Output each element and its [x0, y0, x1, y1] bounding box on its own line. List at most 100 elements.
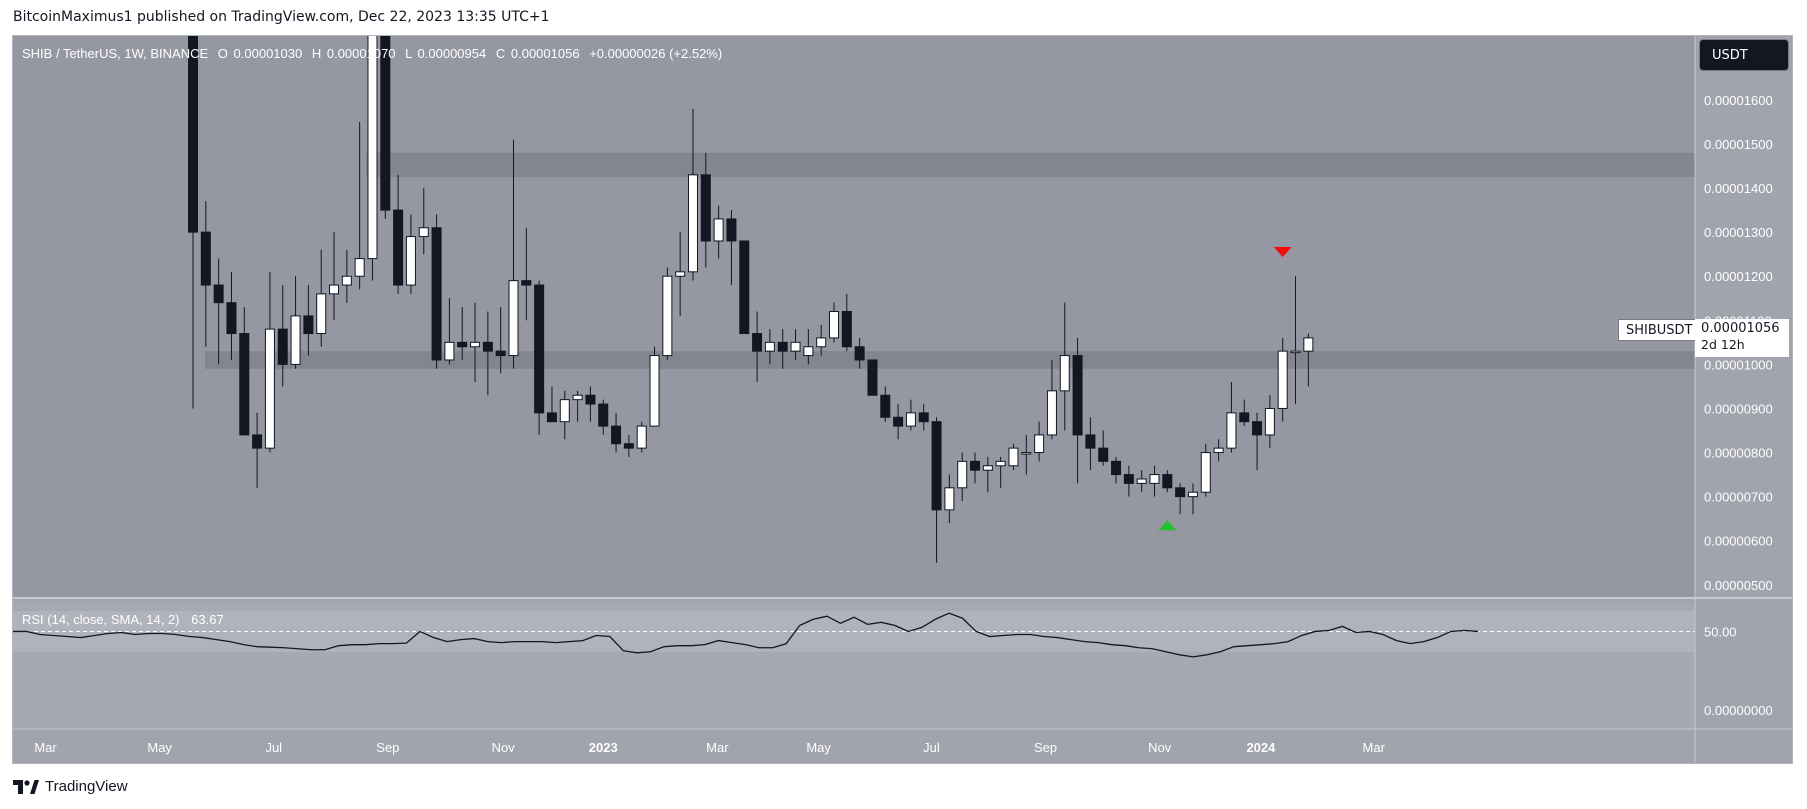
candle-body-up — [662, 275, 673, 357]
candle-body-up — [675, 271, 686, 277]
candle — [1303, 333, 1314, 387]
candle-body-up — [316, 293, 327, 335]
candle — [1149, 465, 1160, 497]
candle — [534, 280, 545, 435]
last-price-value: 0.00001056 — [1701, 321, 1780, 336]
candle-body-up — [816, 337, 827, 348]
candle — [790, 329, 801, 360]
candle-body-up — [1021, 452, 1032, 455]
candle — [444, 298, 455, 365]
time-axis-label: Mar — [34, 740, 57, 755]
candle — [739, 240, 750, 335]
candle — [1085, 417, 1096, 471]
candle-body-down — [598, 403, 609, 427]
candle — [354, 121, 365, 290]
candle-body-up — [649, 355, 660, 427]
candle-body-down — [931, 421, 942, 511]
rsi-legend-label: RSI (14, close, SMA, 14, 2) — [22, 612, 180, 627]
candles — [188, 36, 1314, 563]
candle — [1277, 337, 1288, 422]
candle — [598, 399, 609, 435]
candle — [329, 232, 340, 321]
candle — [944, 474, 955, 524]
candle-body-down — [277, 328, 288, 365]
candle — [649, 346, 660, 427]
candle-body-up — [354, 258, 365, 277]
candle — [1098, 430, 1109, 466]
currency-selector[interactable]: USDT — [1699, 39, 1789, 71]
ohlc-l-value: 0.00000954 — [418, 46, 487, 61]
candle-body-down — [893, 416, 904, 427]
candle — [816, 324, 827, 356]
tradingview-logo-icon — [13, 779, 39, 794]
candle — [482, 311, 493, 396]
candle-body-down — [739, 240, 750, 335]
price-axis-tick: 0.00001400 — [1704, 181, 1773, 196]
candle — [303, 285, 314, 356]
price-axis-tick: 0.00001500 — [1704, 137, 1773, 152]
candle-body-down — [457, 341, 468, 348]
zone-support — [205, 351, 1695, 369]
candle-body-down — [393, 209, 404, 286]
candle-body-down — [777, 341, 788, 352]
candle — [1175, 483, 1186, 515]
rsi-axis-label: 50.00 — [1704, 624, 1737, 639]
rsi-legend: RSI (14, close, SMA, 14, 2) 63.67 — [22, 612, 224, 627]
candle — [1226, 382, 1237, 453]
candle — [213, 258, 224, 365]
candle-body-up — [1187, 491, 1198, 498]
time-axis-label: Jul — [265, 740, 282, 755]
candle — [367, 36, 378, 281]
ohlc-o-label: O — [218, 46, 228, 61]
candle-body-up — [508, 280, 519, 357]
tradingview-logo[interactable]: TradingView — [13, 778, 128, 795]
bar-countdown: 2d 12h — [1701, 337, 1745, 352]
candle — [188, 36, 198, 409]
candle-body-up — [264, 328, 275, 449]
candle-body-down — [726, 218, 737, 242]
time-axis-label: Nov — [1148, 740, 1172, 755]
candle — [546, 386, 557, 423]
bullish-signal-arrow — [1158, 520, 1177, 531]
ohlc-h-value: 0.00001070 — [327, 46, 396, 61]
candle — [880, 386, 891, 422]
candle — [700, 152, 711, 268]
candle-body-up — [1046, 390, 1057, 436]
price-plot-area — [13, 36, 1695, 598]
candle — [893, 404, 904, 440]
time-axis-label: May — [147, 740, 172, 755]
candle — [931, 417, 942, 563]
candle-body-down — [1239, 412, 1250, 423]
candle — [1213, 439, 1224, 462]
candle-body-down — [226, 302, 237, 335]
candle — [585, 386, 596, 422]
candle-body-down — [1098, 447, 1109, 462]
time-axis-label: 2024 — [1246, 740, 1276, 755]
candle — [829, 302, 839, 343]
candle — [623, 434, 634, 457]
candle-body-up — [1149, 474, 1160, 484]
candle-body-up — [790, 341, 801, 352]
candle — [1162, 470, 1173, 493]
candle — [713, 205, 724, 259]
candle-body-down — [611, 425, 622, 445]
candle-body-down — [1175, 487, 1186, 498]
candle-body-down — [1111, 460, 1122, 476]
candle-body-up — [341, 275, 352, 286]
price-axis-tick: 0.00001200 — [1704, 269, 1773, 284]
candle — [1136, 470, 1147, 493]
candle — [1252, 412, 1263, 471]
candle-body-down — [918, 412, 929, 423]
ohlc-legend: SHIB / TetherUS, 1W, BINANCE O 0.0000103… — [22, 46, 722, 61]
candle — [803, 329, 814, 365]
time-axis-label: Sep — [1034, 740, 1057, 755]
candle-body-down — [482, 341, 493, 352]
candle-body-up — [687, 174, 698, 273]
candle-body-up — [944, 487, 955, 511]
candle — [1072, 337, 1083, 484]
price-axis-tick: 0.00000700 — [1704, 490, 1773, 505]
symbol-legend: SHIB / TetherUS, 1W, BINANCE — [22, 46, 208, 61]
candle-body-down — [854, 346, 865, 361]
chart-frame — [12, 35, 1793, 764]
